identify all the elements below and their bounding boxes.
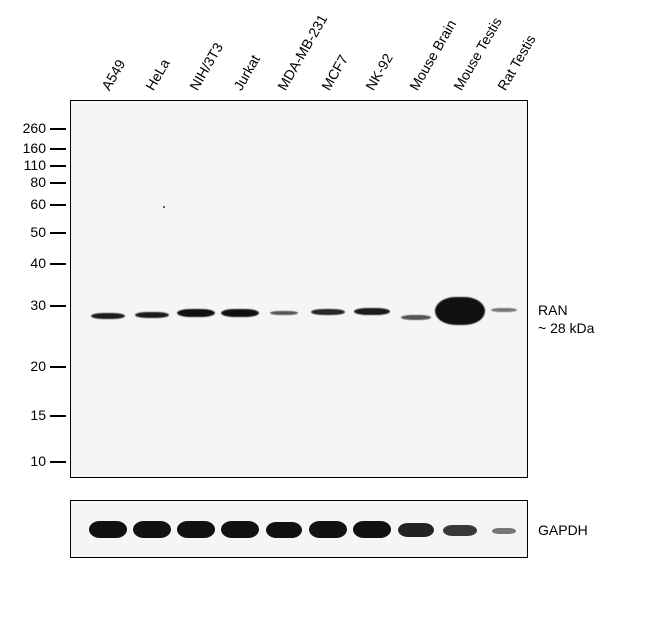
band-gapdh: [133, 521, 171, 538]
blot-panel-main: [70, 100, 528, 478]
mw-label: 80: [26, 174, 46, 190]
speck: [163, 206, 165, 208]
lane-label-nih3t3: NIH/3T3: [186, 40, 226, 93]
mw-label: 20: [26, 358, 46, 374]
lane-label-nk92: NK-92: [362, 51, 396, 93]
band-gapdh: [89, 521, 127, 538]
band-ran: [270, 311, 298, 315]
band-ran: [491, 308, 517, 312]
mw-tick: [50, 182, 66, 184]
mw-label: 260: [18, 120, 46, 136]
loading-label-gapdh: GAPDH: [538, 522, 588, 538]
band-ran: [221, 309, 259, 317]
band-ran: [91, 313, 125, 319]
mw-label: 160: [18, 140, 46, 156]
band-gapdh: [398, 523, 434, 537]
mw-tick: [50, 305, 66, 307]
mw-tick: [50, 128, 66, 130]
mw-label: 30: [26, 297, 46, 313]
mw-label: 110: [18, 157, 46, 173]
mw-label: 10: [26, 453, 46, 469]
band-gapdh: [492, 528, 516, 534]
band-gapdh: [177, 521, 215, 538]
mw-tick: [50, 366, 66, 368]
band-ran: [177, 309, 215, 317]
target-mw-ran: ~ 28 kDa: [538, 320, 594, 336]
lane-label-hela: HeLa: [142, 56, 173, 93]
band-ran: [135, 312, 169, 318]
band-ran-strong: [435, 297, 485, 325]
band-gapdh: [266, 522, 302, 538]
band-ran: [311, 309, 345, 315]
lane-label-jurkat: Jurkat: [230, 52, 263, 93]
lane-label-a549: A549: [98, 57, 128, 93]
band-ran: [401, 315, 431, 320]
mw-tick: [50, 165, 66, 167]
band-ran: [354, 308, 390, 315]
mw-tick: [50, 232, 66, 234]
band-gapdh: [443, 525, 477, 536]
lane-label-rattestis: Rat Testis: [494, 32, 538, 93]
blot-panel-gapdh: [70, 500, 528, 558]
mw-tick: [50, 461, 66, 463]
mw-label: 60: [26, 196, 46, 212]
target-label-ran: RAN: [538, 302, 568, 318]
mw-tick: [50, 204, 66, 206]
mw-label: 15: [26, 407, 46, 423]
mw-label: 50: [26, 224, 46, 240]
mw-label: 40: [26, 255, 46, 271]
mw-tick: [50, 148, 66, 150]
western-blot-figure: A549 HeLa NIH/3T3 Jurkat MDA-MB-231 MCF7…: [0, 0, 650, 619]
band-gapdh: [221, 521, 259, 538]
mw-tick: [50, 263, 66, 265]
band-gapdh: [353, 521, 391, 538]
band-gapdh: [309, 521, 347, 538]
lane-label-mcf7: MCF7: [318, 52, 351, 93]
mw-tick: [50, 415, 66, 417]
